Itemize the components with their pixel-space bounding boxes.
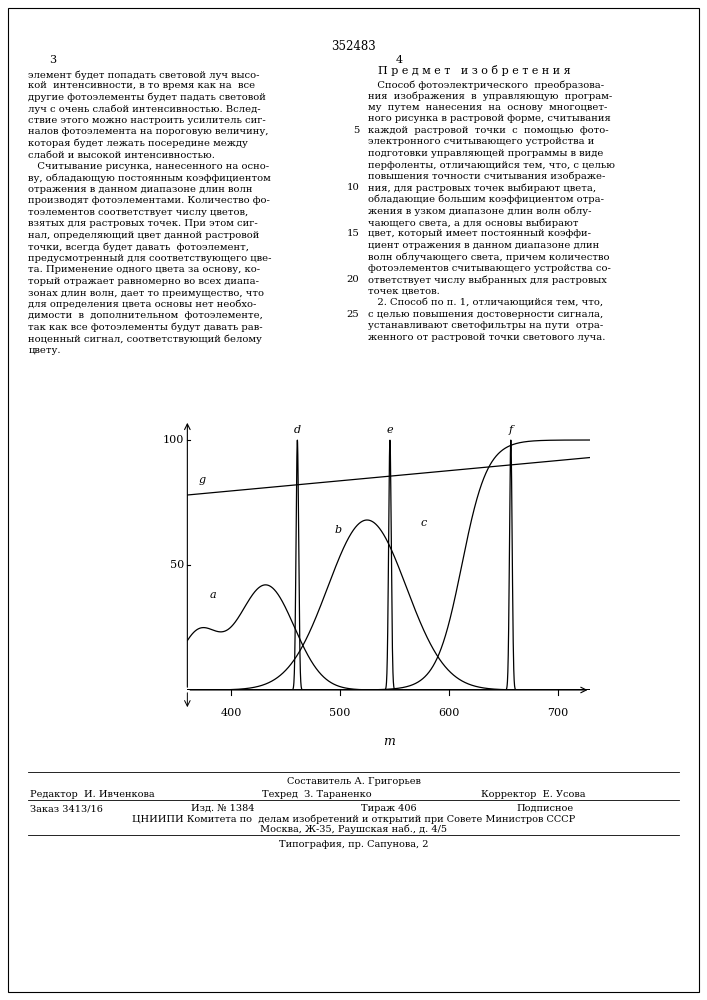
Text: 500: 500 [329, 708, 351, 718]
Text: Техред  З. Тараненко: Техред З. Тараненко [262, 790, 371, 799]
Text: чающего света, а для основы выбирают: чающего света, а для основы выбирают [368, 218, 578, 228]
Text: ноценный сигнал, соответствующий белому: ноценный сигнал, соответствующий белому [28, 334, 262, 344]
Text: подготовки управляющей программы в виде: подготовки управляющей программы в виде [368, 149, 603, 158]
Text: элемент будет попадать световой луч высо-: элемент будет попадать световой луч высо… [28, 70, 259, 80]
Text: e: e [387, 425, 393, 435]
Text: каждой  растровой  точки  с  помощью  фото-: каждой растровой точки с помощью фото- [368, 126, 608, 135]
Text: 5: 5 [353, 126, 359, 135]
Text: 50: 50 [170, 560, 184, 570]
Text: му  путем  нанесения  на  основу  многоцвет-: му путем нанесения на основу многоцвет- [368, 103, 607, 112]
Text: 600: 600 [438, 708, 460, 718]
Text: тоэлементов соответствует числу цветов,: тоэлементов соответствует числу цветов, [28, 208, 249, 217]
Text: отражения в данном диапазоне длин волн: отражения в данном диапазоне длин волн [28, 185, 253, 194]
Text: 4: 4 [396, 55, 403, 65]
Text: Москва, Ж-35, Раушская наб., д. 4/5: Москва, Ж-35, Раушская наб., д. 4/5 [260, 825, 447, 834]
Text: c: c [421, 518, 427, 527]
Text: циент отражения в данном диапазоне длин: циент отражения в данном диапазоне длин [368, 241, 599, 250]
Text: 25: 25 [346, 310, 359, 319]
Text: нал, определяющий цвет данной растровой: нал, определяющий цвет данной растровой [28, 231, 259, 240]
Text: 3: 3 [49, 55, 57, 65]
Text: Изд. № 1384: Изд. № 1384 [191, 804, 255, 813]
Text: 400: 400 [221, 708, 242, 718]
Text: Считывание рисунка, нанесенного на осно-: Считывание рисунка, нанесенного на осно- [28, 162, 269, 171]
Text: 700: 700 [547, 708, 568, 718]
Text: торый отражает равномерно во всех диапа-: торый отражает равномерно во всех диапа- [28, 277, 259, 286]
Text: ния  изображения  в  управляющую  програм-: ния изображения в управляющую програм- [368, 91, 612, 101]
Text: ответствует числу выбранных для растровых: ответствует числу выбранных для растровы… [368, 275, 607, 285]
Text: цвету.: цвету. [28, 346, 61, 355]
Text: Корректор  Е. Усова: Корректор Е. Усова [481, 790, 585, 799]
Text: ЦНИИПИ Комитета по  делам изобретений и открытий при Совете Министров СССР: ЦНИИПИ Комитета по делам изобретений и о… [132, 815, 575, 824]
Text: точек цветов.: точек цветов. [368, 287, 439, 296]
Text: b: b [334, 525, 341, 535]
Text: 100: 100 [163, 435, 184, 445]
Text: женного от растровой точки светового луча.: женного от растровой точки светового луч… [368, 333, 605, 342]
Text: димости  в  дополнительном  фотоэлементе,: димости в дополнительном фотоэлементе, [28, 311, 263, 320]
Text: зонах длин волн, дает то преимущество, что: зонах длин волн, дает то преимущество, ч… [28, 288, 264, 298]
Text: g: g [198, 475, 205, 485]
Text: Типография, пр. Сапунова, 2: Типография, пр. Сапунова, 2 [279, 840, 428, 849]
Text: 2. Способ по п. 1, отличающийся тем, что,: 2. Способ по п. 1, отличающийся тем, что… [368, 298, 603, 308]
Text: Способ фотоэлектрического  преобразова-: Способ фотоэлектрического преобразова- [368, 80, 604, 90]
Text: повышения точности считывания изображе-: повышения точности считывания изображе- [368, 172, 605, 181]
Text: ствие этого можно настроить усилитель сиг-: ствие этого можно настроить усилитель си… [28, 116, 266, 125]
Text: устанавливают светофильтры на пути  отра-: устанавливают светофильтры на пути отра- [368, 321, 603, 330]
Text: производят фотоэлементами. Количество фо-: производят фотоэлементами. Количество фо… [28, 196, 270, 205]
Text: цвет, который имеет постоянный коэффи-: цвет, который имеет постоянный коэффи- [368, 229, 590, 238]
Text: f: f [509, 425, 513, 435]
Text: ного рисунка в растровой форме, считывания: ного рисунка в растровой форме, считыван… [368, 114, 610, 123]
Text: с целью повышения достоверности сигнала,: с целью повышения достоверности сигнала, [368, 310, 603, 319]
Text: обладающие большим коэффициентом отра-: обладающие большим коэффициентом отра- [368, 195, 604, 205]
Text: налов фотоэлемента на пороговую величину,: налов фотоэлемента на пороговую величину… [28, 127, 269, 136]
Text: Тираж 406: Тираж 406 [361, 804, 416, 813]
Text: взятых для растровых точек. При этом сиг-: взятых для растровых точек. При этом сиг… [28, 219, 258, 228]
Text: для определения цвета основы нет необхо-: для определения цвета основы нет необхо- [28, 300, 257, 309]
Text: ния, для растровых точек выбирают цвета,: ния, для растровых точек выбирают цвета, [368, 184, 596, 193]
Text: 20: 20 [346, 275, 359, 284]
Text: предусмотренный для соответствующего цве-: предусмотренный для соответствующего цве… [28, 254, 271, 263]
Text: слабой и высокой интенсивностью.: слабой и высокой интенсивностью. [28, 150, 215, 159]
Text: электронного считывающего устройства и: электронного считывающего устройства и [368, 137, 594, 146]
Text: та. Применение одного цвета за основу, ко-: та. Применение одного цвета за основу, к… [28, 265, 260, 274]
Text: 352483: 352483 [331, 40, 376, 53]
Text: другие фотоэлементы будет падать световой: другие фотоэлементы будет падать светово… [28, 93, 266, 103]
Text: ву, обладающую постоянным коэффициентом: ву, обладающую постоянным коэффициентом [28, 174, 271, 183]
Text: d: d [294, 425, 301, 435]
Text: перфоленты, отличающийся тем, что, с целью: перфоленты, отличающийся тем, что, с цел… [368, 160, 614, 169]
Text: точки, всегда будет давать  фотоэлемент,: точки, всегда будет давать фотоэлемент, [28, 242, 250, 252]
Text: П р е д м е т   и з о б р е т е н и я: П р е д м е т и з о б р е т е н и я [378, 65, 571, 76]
Text: 15: 15 [346, 229, 359, 238]
Text: фотоэлементов считывающего устройства со-: фотоэлементов считывающего устройства со… [368, 264, 611, 273]
Text: луч с очень слабой интенсивностью. Вслед-: луч с очень слабой интенсивностью. Вслед… [28, 104, 261, 114]
Text: m: m [383, 735, 395, 748]
Text: кой  интенсивности, в то время как на  все: кой интенсивности, в то время как на все [28, 81, 255, 90]
Text: которая будет лежать посередине между: которая будет лежать посередине между [28, 139, 248, 148]
Text: жения в узком диапазоне длин волн облу-: жения в узком диапазоне длин волн облу- [368, 206, 591, 216]
Text: волн облучающего света, причем количество: волн облучающего света, причем количеств… [368, 252, 609, 262]
Text: 10: 10 [346, 184, 359, 192]
Text: Подписное: Подписное [516, 804, 573, 813]
Text: a: a [209, 590, 216, 600]
Text: Составитель А. Григорьев: Составитель А. Григорьев [286, 777, 421, 786]
Text: Заказ 3413/16: Заказ 3413/16 [30, 804, 103, 813]
Text: Редактор  И. Ивченкова: Редактор И. Ивченкова [30, 790, 154, 799]
Text: так как все фотоэлементы будут давать рав-: так как все фотоэлементы будут давать ра… [28, 323, 263, 332]
